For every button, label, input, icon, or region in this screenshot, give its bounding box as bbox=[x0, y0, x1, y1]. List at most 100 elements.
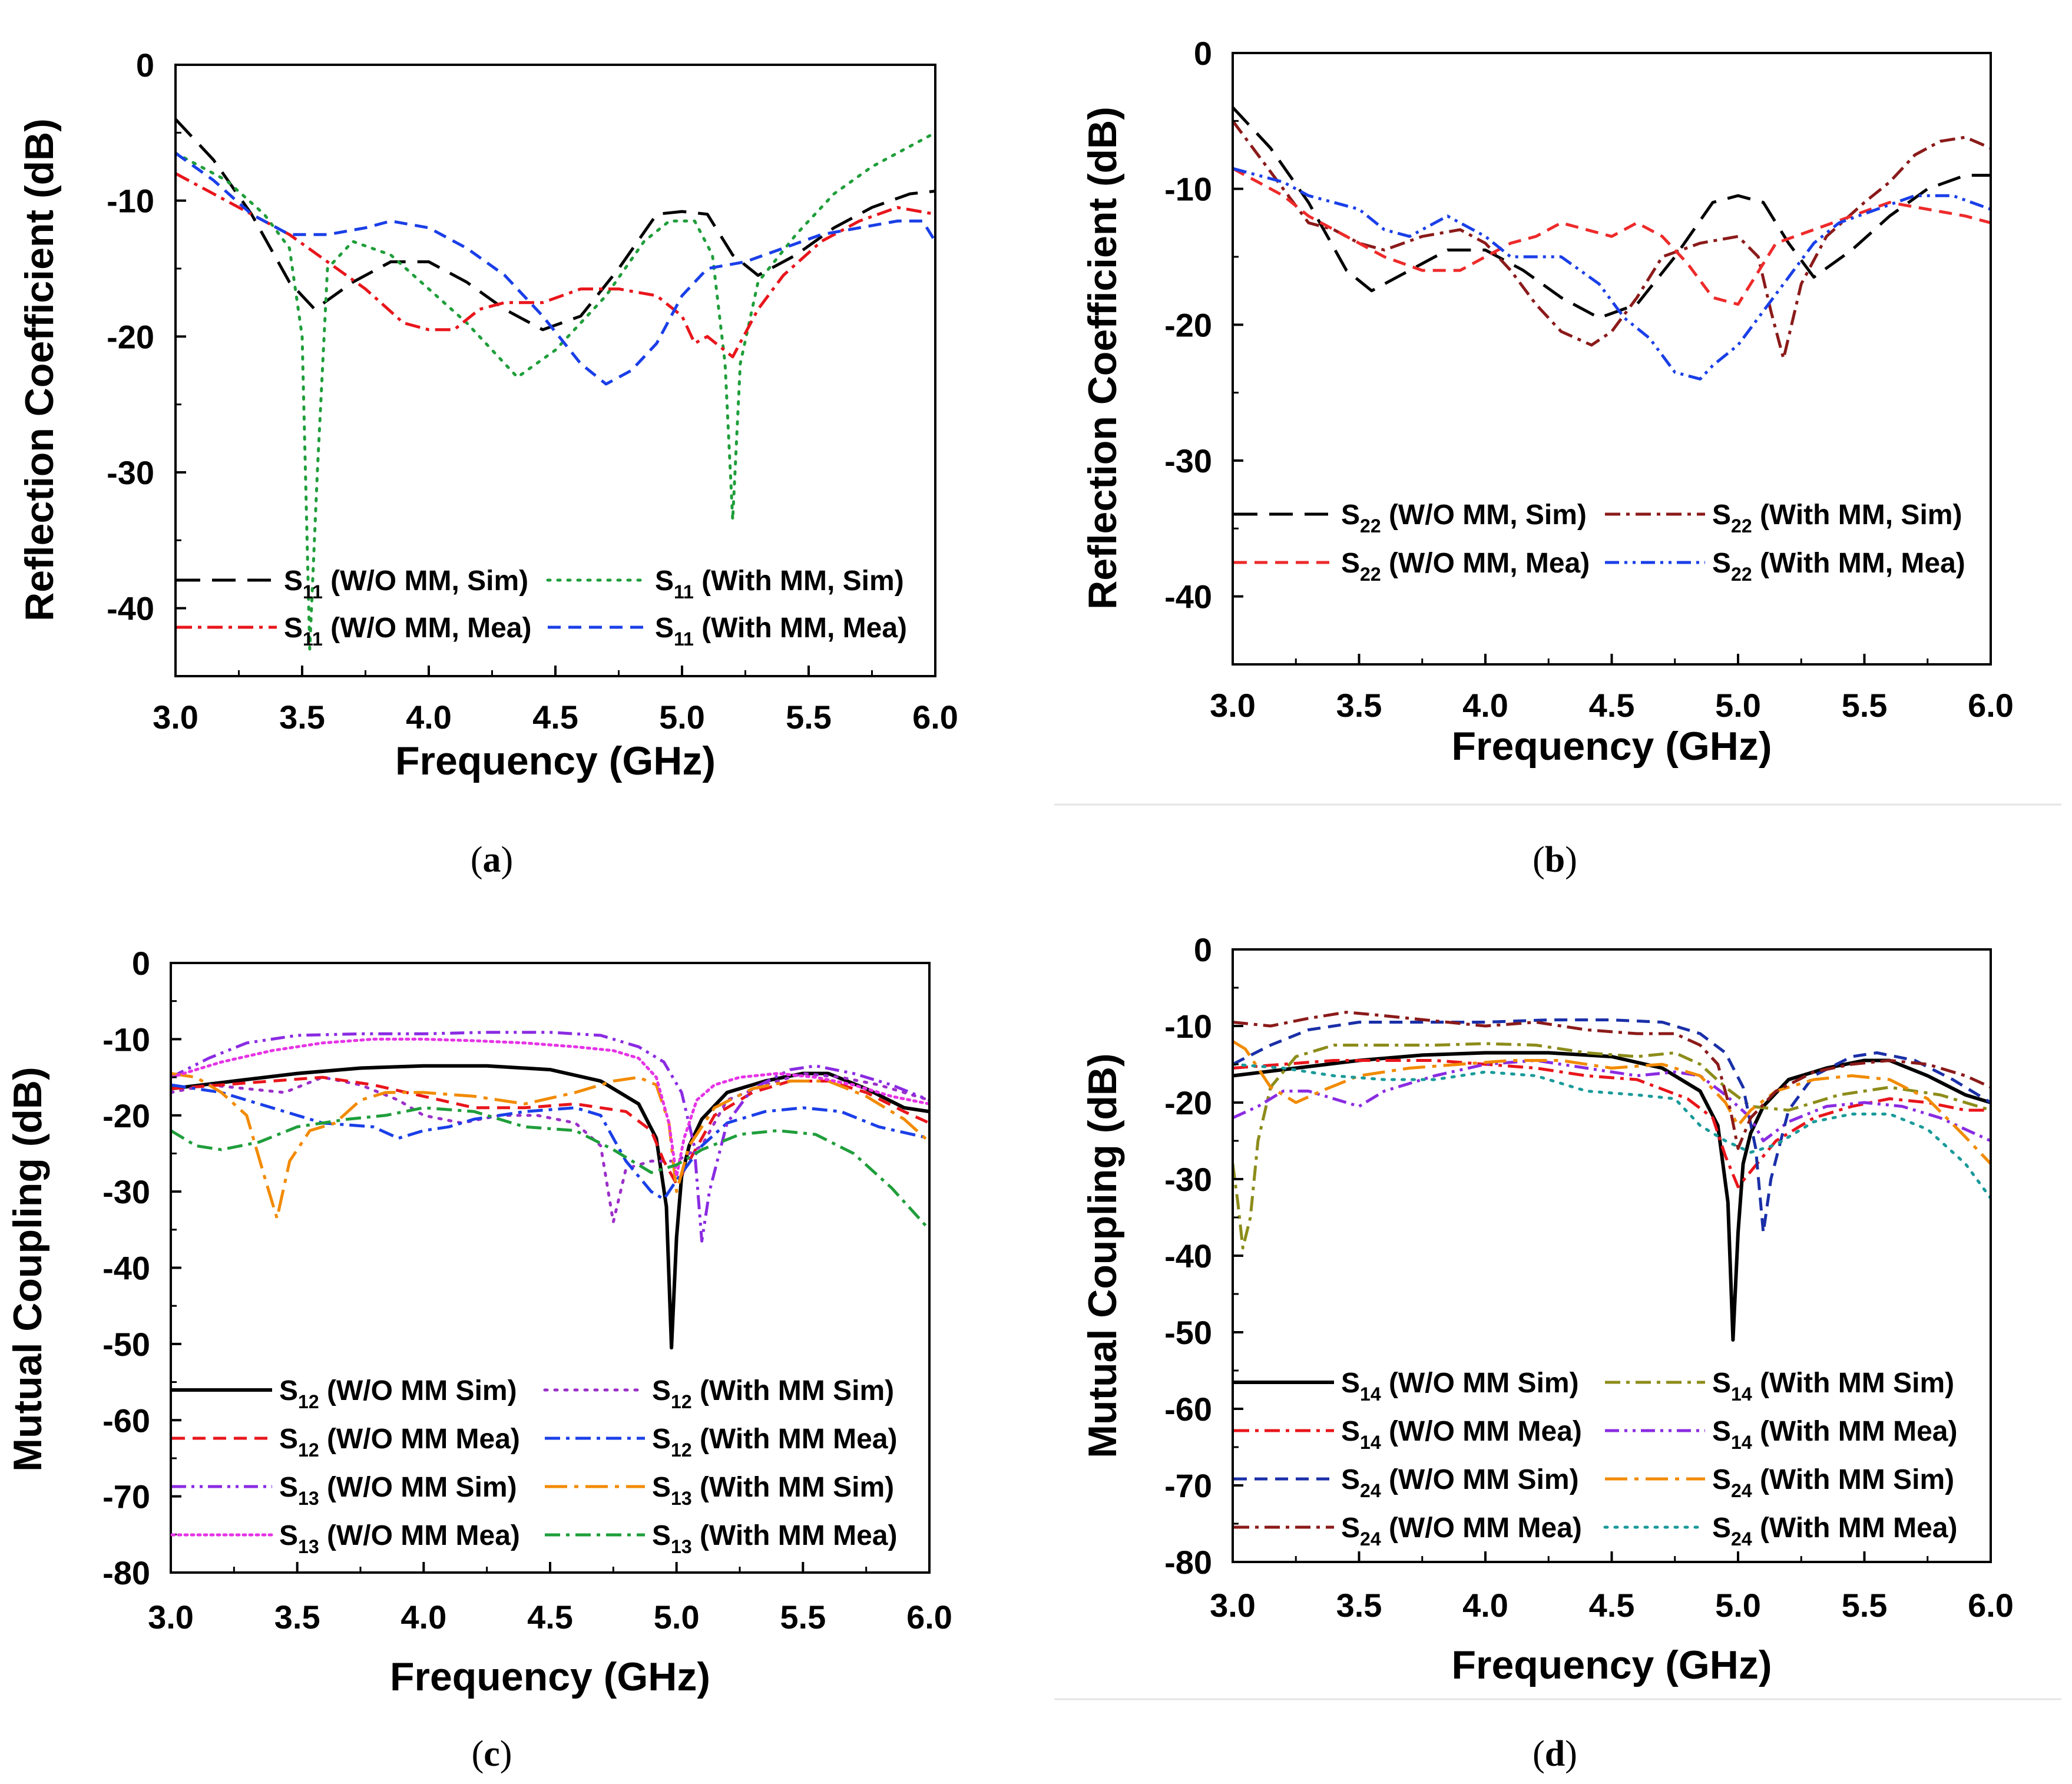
y-tick-label: -60 bbox=[1164, 1391, 1212, 1428]
x-tick-label: 4.0 bbox=[1462, 687, 1508, 724]
caption-d: (d) bbox=[1533, 1734, 1577, 1774]
y-tick-label: -50 bbox=[102, 1326, 150, 1363]
legend-suffix: (W/O MM, Sim) bbox=[323, 565, 528, 597]
legend-item: S24 (With MM Mea) bbox=[1603, 1512, 1958, 1550]
series-line-s24-4 bbox=[1233, 1018, 1991, 1234]
x-tick-label: 4.0 bbox=[1462, 1587, 1508, 1624]
series-line-s11-0 bbox=[176, 118, 935, 332]
y-tick-label: -70 bbox=[102, 1478, 150, 1515]
y-tick-label: -40 bbox=[1164, 578, 1212, 615]
series-line-s24-6 bbox=[1233, 1011, 1991, 1150]
series-line-s13-6 bbox=[171, 1037, 929, 1178]
y-tick-label: -50 bbox=[1164, 1314, 1212, 1351]
legend-label: S22 (With MM, Mea) bbox=[1712, 548, 1965, 585]
legend-suffix: (With MM Sim) bbox=[692, 1472, 895, 1503]
caption-a: (a) bbox=[471, 840, 513, 880]
series-line-s14-2 bbox=[1233, 1059, 1991, 1189]
caption-c-letter: c bbox=[484, 1734, 500, 1774]
legend-suffix: (W/O MM Sim) bbox=[1381, 1464, 1579, 1495]
legend-suffix: (With MM Mea) bbox=[1752, 1512, 1958, 1544]
legend-item: S13 (With MM Sim) bbox=[545, 1472, 894, 1509]
legend-subscript: 11 bbox=[674, 628, 694, 650]
y-tick-label: -20 bbox=[1164, 1084, 1212, 1121]
x-tick-label: 3.0 bbox=[153, 699, 198, 736]
legend-item: S14 (W/O MM Mea) bbox=[1234, 1416, 1582, 1453]
y-tick-label: -30 bbox=[1164, 442, 1212, 479]
caption-b-letter: b bbox=[1545, 840, 1565, 880]
series-line-s11-3 bbox=[176, 151, 935, 386]
y-tick-label: -40 bbox=[107, 590, 154, 627]
legend-label: S22 (With MM, Sim) bbox=[1712, 499, 1962, 537]
legend-subscript: 14 bbox=[1360, 1383, 1381, 1405]
legend-label: S11 (W/O MM, Mea) bbox=[284, 613, 531, 650]
x-tick-label: 4.5 bbox=[1589, 687, 1635, 724]
legend-item: S13 (W/O MM Sim) bbox=[172, 1472, 517, 1509]
series-line-s22-1 bbox=[1233, 120, 1991, 360]
y-tick-label: -10 bbox=[1164, 1008, 1212, 1045]
legend-label: S12 (W/O MM Sim) bbox=[279, 1375, 517, 1412]
x-tick-label: 3.5 bbox=[274, 1598, 320, 1636]
y-tick-label: -10 bbox=[107, 183, 154, 220]
legend-subscript: 12 bbox=[671, 1391, 692, 1412]
legend-symbol: S bbox=[652, 1424, 671, 1455]
y-tick-label: -20 bbox=[107, 318, 154, 355]
series-line-s12-0 bbox=[171, 1064, 929, 1350]
legend-label: S13 (W/O MM Mea) bbox=[279, 1520, 520, 1557]
legend-label: S11 (W/O MM, Sim) bbox=[284, 565, 528, 603]
series-line-s14-3 bbox=[1233, 1059, 1991, 1143]
series-line-s13-4 bbox=[171, 1031, 929, 1243]
legend-subscript: 14 bbox=[1360, 1432, 1381, 1453]
y-axis-label: Mutual Coupling (dB) bbox=[5, 1067, 50, 1471]
legend-item: S24 (W/O MM Sim) bbox=[1234, 1464, 1579, 1501]
legend-suffix: (With MM Sim) bbox=[1752, 1368, 1955, 1399]
y-tick-label: -30 bbox=[107, 454, 154, 491]
x-tick-label: 6.0 bbox=[1968, 1587, 2014, 1624]
y-tick-label: -70 bbox=[1164, 1467, 1212, 1504]
caption-b: (b) bbox=[1533, 840, 1577, 880]
legend-suffix: (With MM, Sim) bbox=[694, 565, 904, 597]
legend-subscript: 22 bbox=[1360, 515, 1381, 537]
x-tick-label: 4.5 bbox=[527, 1598, 573, 1636]
plot-area bbox=[1233, 1011, 1991, 1342]
legend-suffix: (With MM Mea) bbox=[692, 1520, 898, 1551]
series-line-s24-7 bbox=[1233, 1063, 1991, 1200]
legend-label: S11 (With MM, Sim) bbox=[655, 565, 904, 603]
legend-label: S14 (W/O MM Mea) bbox=[1341, 1416, 1582, 1453]
series-line-s14-0 bbox=[1233, 1051, 1991, 1342]
legend-symbol: S bbox=[1712, 1368, 1731, 1399]
legend-item: S22 (W/O MM, Sim) bbox=[1234, 499, 1587, 537]
x-tick-label: 5.0 bbox=[654, 1598, 700, 1636]
x-axis-label: Frequency (GHz) bbox=[1451, 1643, 1772, 1687]
series-line-s12-3 bbox=[171, 1083, 929, 1201]
legend-suffix: (With MM Mea) bbox=[692, 1424, 898, 1455]
legend-item: S14 (W/O MM Sim) bbox=[1234, 1368, 1579, 1405]
legend-symbol: S bbox=[652, 1472, 671, 1503]
legend-symbol: S bbox=[1341, 1512, 1360, 1544]
legend-subscript: 13 bbox=[671, 1536, 692, 1557]
series-line-s12-2 bbox=[171, 1075, 929, 1186]
legend-item: S11 (With MM, Mea) bbox=[548, 613, 907, 650]
y-tick-label: 0 bbox=[1194, 35, 1212, 72]
plot-area bbox=[171, 1031, 929, 1350]
legend-symbol: S bbox=[284, 565, 303, 597]
legend-symbol: S bbox=[1712, 1464, 1731, 1495]
legend-suffix: (W/O MM Sim) bbox=[319, 1375, 517, 1406]
legend-label: S13 (With MM Sim) bbox=[652, 1472, 894, 1509]
legend-subscript: 13 bbox=[298, 1488, 319, 1509]
legend-subscript: 13 bbox=[671, 1488, 692, 1509]
legend-subscript: 22 bbox=[1731, 515, 1752, 537]
legend-label: S24 (With MM Sim) bbox=[1712, 1464, 1954, 1501]
series-line-s11-1 bbox=[176, 131, 935, 651]
legend-suffix: (With MM, Mea) bbox=[694, 613, 907, 644]
series-line-s22-0 bbox=[1233, 106, 1991, 320]
plot-area bbox=[176, 118, 935, 651]
legend-suffix: (With MM, Sim) bbox=[1752, 499, 1962, 531]
legend-symbol: S bbox=[284, 613, 303, 644]
legend-subscript: 12 bbox=[298, 1439, 319, 1461]
y-tick-label: 0 bbox=[136, 47, 154, 84]
legend-label: S24 (W/O MM Sim) bbox=[1341, 1464, 1579, 1501]
legend-symbol: S bbox=[1341, 1464, 1360, 1495]
series-line-s11-2 bbox=[176, 172, 935, 359]
legend-symbol: S bbox=[279, 1472, 298, 1503]
x-tick-label: 5.5 bbox=[780, 1598, 826, 1636]
